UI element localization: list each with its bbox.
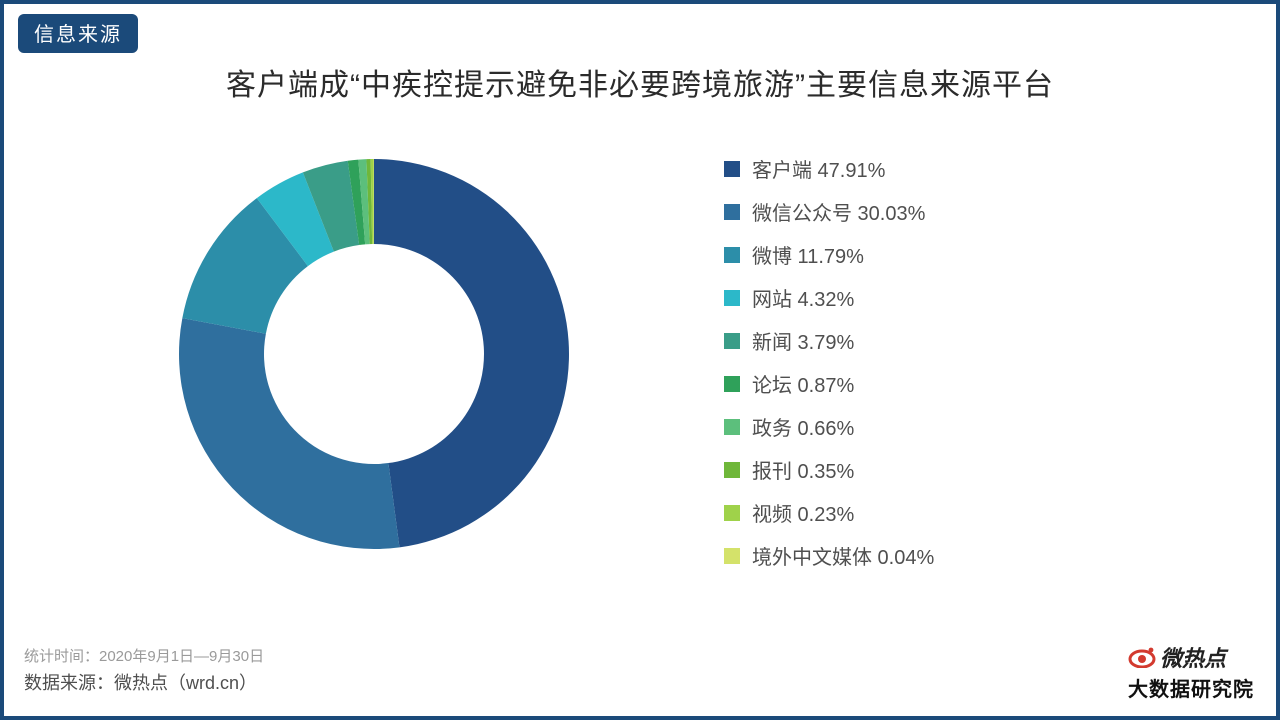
legend-swatch [724, 290, 740, 306]
legend-label: 微信公众号 30.03% [752, 197, 925, 226]
legend-label: 网站 4.32% [752, 283, 854, 312]
chart-title: 客户端成“中疾控提示避免非必要跨境旅游”主要信息来源平台 [4, 60, 1276, 104]
legend-swatch [724, 204, 740, 220]
donut-chart [164, 144, 584, 564]
legend-label: 境外中文媒体 0.04% [752, 541, 934, 570]
brand-name: 微热点 [1160, 641, 1226, 673]
legend-swatch [724, 505, 740, 521]
legend-label: 新闻 3.79% [752, 326, 854, 355]
legend-item: 微博 11.79% [724, 240, 934, 269]
legend-label: 报刊 0.35% [752, 455, 854, 484]
legend-swatch [724, 376, 740, 392]
donut-slice [179, 318, 399, 549]
legend-item: 网站 4.32% [724, 283, 934, 312]
legend-swatch [724, 247, 740, 263]
data-source-text: 数据来源：微热点（wrd.cn） [24, 669, 264, 698]
legend-item: 报刊 0.35% [724, 455, 934, 484]
report-frame: 信息来源 客户端成“中疾控提示避免非必要跨境旅游”主要信息来源平台 客户端 47… [0, 0, 1280, 720]
chart-legend: 客户端 47.91% 微信公众号 30.03% 微博 11.79% 网站 4.32% 新… [724, 154, 934, 570]
legend-label: 微博 11.79% [752, 240, 864, 269]
legend-label: 政务 0.66% [752, 412, 854, 441]
legend-label: 视频 0.23% [752, 498, 854, 527]
legend-label: 论坛 0.87% [752, 369, 854, 398]
brand-eye-icon [1128, 646, 1156, 668]
donut-slice [374, 159, 569, 547]
legend-swatch [724, 548, 740, 564]
legend-item: 论坛 0.87% [724, 369, 934, 398]
legend-item: 视频 0.23% [724, 498, 934, 527]
legend-swatch [724, 419, 740, 435]
legend-item: 新闻 3.79% [724, 326, 934, 355]
legend-swatch [724, 462, 740, 478]
legend-item: 微信公众号 30.03% [724, 197, 934, 226]
footer-meta: 统计时间：2020年9月1日—9月30日 数据来源：微热点（wrd.cn） [24, 645, 264, 698]
legend-swatch [724, 333, 740, 349]
legend-item: 境外中文媒体 0.04% [724, 541, 934, 570]
legend-label: 客户端 47.91% [752, 154, 885, 183]
brand-block: 微热点 大数据研究院 [1128, 641, 1254, 702]
legend-item: 政务 0.66% [724, 412, 934, 441]
legend-swatch [724, 161, 740, 177]
legend-item: 客户端 47.91% [724, 154, 934, 183]
stat-time-text: 统计时间：2020年9月1日—9月30日 [24, 645, 264, 669]
brand-subtitle: 大数据研究院 [1128, 673, 1254, 702]
section-tab: 信息来源 [18, 14, 138, 53]
